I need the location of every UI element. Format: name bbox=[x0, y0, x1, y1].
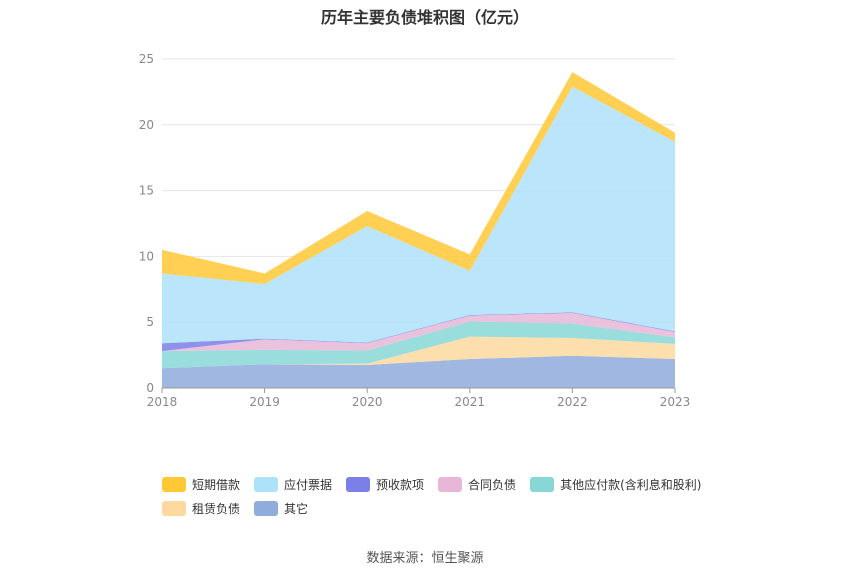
legend-swatch bbox=[346, 476, 371, 492]
legend-item[interactable]: 预收款项 bbox=[346, 476, 424, 493]
legend-swatch bbox=[530, 476, 555, 492]
x-tick-label: 2019 bbox=[249, 395, 280, 409]
legend-row: 租赁负债 其它 bbox=[162, 496, 722, 520]
axes: 0 5 10 15 20 25 2018 2019 2020 2021 2022 2023 bbox=[139, 52, 691, 409]
legend-item[interactable]: 其它 bbox=[254, 500, 308, 517]
legend-label: 合同负债 bbox=[468, 477, 517, 492]
legend-swatch bbox=[254, 476, 279, 492]
legend-label: 其他应付款(含利息和股利) bbox=[560, 477, 702, 492]
legend-swatch bbox=[162, 500, 186, 516]
area-series-0 bbox=[162, 355, 675, 388]
legend-swatch bbox=[438, 476, 463, 492]
x-tick-label: 2022 bbox=[557, 395, 588, 409]
legend-item[interactable]: 应付票据 bbox=[254, 476, 332, 493]
legend-label: 预收款项 bbox=[376, 477, 425, 492]
area-series-2 bbox=[162, 321, 675, 369]
x-tick-label: 2023 bbox=[660, 395, 691, 409]
legend-label: 应付票据 bbox=[284, 477, 333, 492]
data-source-note: 数据来源：恒生聚源 bbox=[366, 551, 484, 566]
legend-label: 租赁负债 bbox=[192, 501, 241, 516]
legend-item[interactable]: 租赁负债 bbox=[162, 500, 240, 517]
y-tick-label: 5 bbox=[146, 315, 154, 329]
legend-swatch bbox=[162, 476, 186, 492]
legend-row: 短期借款 应付票据 预收款项 合同负债 其他应付款(含利息和股利) bbox=[162, 472, 722, 496]
legend-label: 短期借款 bbox=[192, 477, 241, 492]
y-tick-label: 10 bbox=[139, 249, 154, 263]
area-series bbox=[162, 72, 675, 388]
stacked-area-chart: 0 5 10 15 20 25 2018 2019 2020 2021 2022 2023 bbox=[139, 52, 691, 409]
legend-item[interactable]: 其他应付款(含利息和股利) bbox=[530, 476, 701, 493]
area-series-6 bbox=[162, 72, 675, 285]
legend-label: 其它 bbox=[284, 501, 309, 516]
x-tick-label: 2021 bbox=[455, 395, 486, 409]
x-tick-label: 2018 bbox=[147, 395, 178, 409]
legend-swatch bbox=[254, 500, 279, 516]
x-tick-label: 2020 bbox=[352, 395, 383, 409]
legend-item[interactable]: 短期借款 bbox=[162, 476, 240, 493]
y-tick-label: 15 bbox=[139, 184, 154, 198]
legend: 短期借款 应付票据 预收款项 合同负债 其他应付款(含利息和股利) 租赁负债 其它 bbox=[162, 472, 722, 520]
y-tick-label: 25 bbox=[139, 52, 154, 66]
legend-item[interactable]: 合同负债 bbox=[438, 476, 516, 493]
area-series-3 bbox=[162, 312, 675, 352]
chart-title: 历年主要负债堆积图（亿元） bbox=[320, 8, 529, 27]
y-tick-label: 0 bbox=[146, 381, 154, 395]
y-tick-label: 20 bbox=[139, 118, 154, 132]
area-series-1 bbox=[162, 336, 675, 369]
area-series-5 bbox=[162, 86, 675, 344]
